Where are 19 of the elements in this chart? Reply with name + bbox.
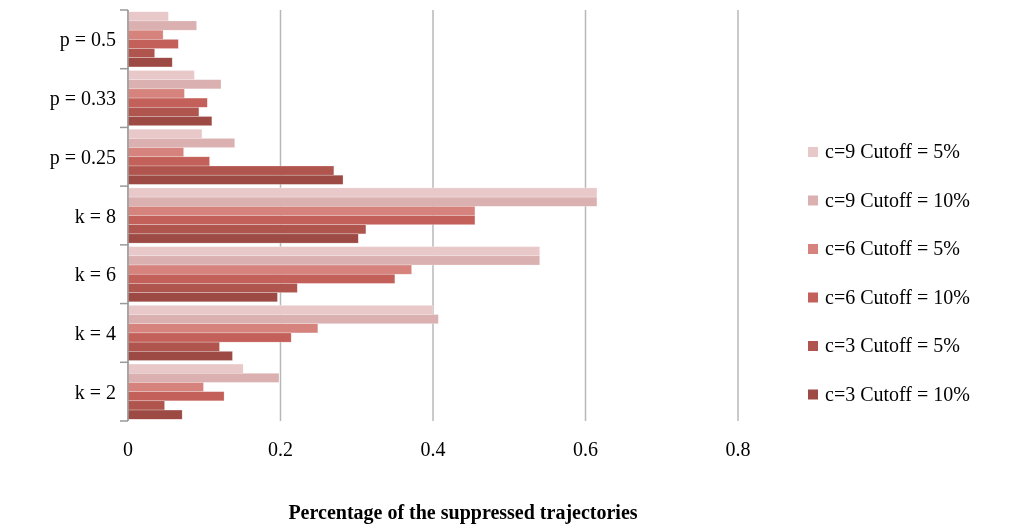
x-axis-title: Percentage of the suppressed trajectories <box>288 501 638 524</box>
legend-label: c=9 Cutoff = 10% <box>825 188 970 211</box>
y-tick-label: k = 8 <box>74 204 116 227</box>
y-tick-label: p = 0.25 <box>49 145 116 169</box>
y-tick-label: k = 2 <box>74 380 116 403</box>
y-tick-label: p = 0.5 <box>59 28 116 52</box>
x-tick-label: 0.2 <box>268 438 293 460</box>
x-tick-label: 0.4 <box>420 438 446 460</box>
legend-label: c=9 Cutoff = 5% <box>825 140 960 162</box>
x-tick-label: 0.6 <box>573 438 598 460</box>
legend-label: c=6 Cutoff = 10% <box>825 285 970 308</box>
x-tick-label: 0.8 <box>725 438 751 460</box>
legend-label: c=3 Cutoff = 10% <box>825 382 970 405</box>
y-tick-label: p = 0.33 <box>49 87 116 111</box>
y-tick-label: k = 4 <box>74 321 116 344</box>
legend-label: c=3 Cutoff = 5% <box>825 334 960 356</box>
x-tick-label: 0 <box>123 438 133 460</box>
y-tick-label: k = 6 <box>74 263 116 286</box>
legend-label: c=6 Cutoff = 5% <box>825 237 960 259</box>
